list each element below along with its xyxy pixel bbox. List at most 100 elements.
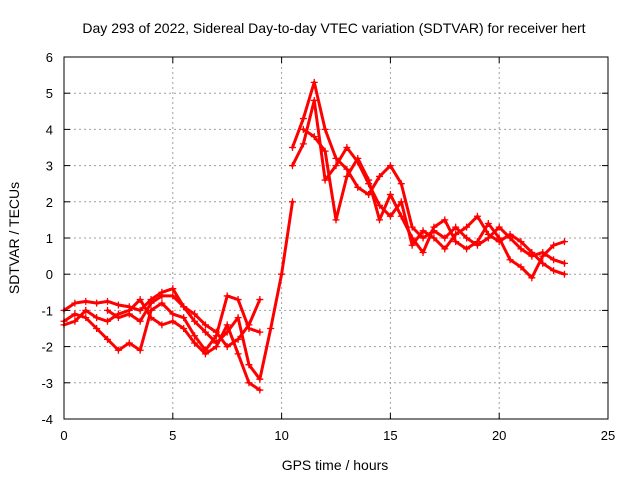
data-point bbox=[234, 350, 242, 358]
data-point bbox=[201, 321, 209, 329]
data-point bbox=[408, 241, 416, 249]
data-point bbox=[267, 325, 275, 332]
data-point bbox=[223, 292, 231, 300]
data-point bbox=[354, 154, 362, 162]
data-point bbox=[256, 386, 264, 394]
data-point bbox=[365, 191, 373, 199]
data-point bbox=[397, 212, 405, 220]
data-point bbox=[332, 162, 340, 170]
data-point bbox=[495, 234, 503, 242]
data-point bbox=[376, 201, 384, 209]
data-point bbox=[147, 299, 155, 307]
data-point bbox=[104, 317, 112, 325]
y-tick-label: -1 bbox=[41, 303, 53, 318]
data-series-line bbox=[301, 127, 566, 280]
data-point bbox=[321, 125, 329, 133]
data-point bbox=[93, 314, 101, 322]
y-tick-label: 4 bbox=[46, 122, 53, 137]
data-point bbox=[463, 223, 471, 231]
data-point bbox=[495, 223, 503, 231]
data-point bbox=[365, 176, 373, 184]
data-point bbox=[93, 325, 101, 332]
data-point bbox=[560, 270, 568, 278]
data-point bbox=[212, 328, 220, 336]
data-point bbox=[71, 310, 79, 318]
data-point bbox=[560, 238, 568, 246]
data-point bbox=[463, 245, 471, 253]
data-point bbox=[332, 216, 340, 224]
data-point bbox=[528, 274, 536, 282]
axis-layer: 0 5 10 15 20 25 -4 -3 -2 -1 0 1 2 3 4 5 6 bbox=[41, 50, 615, 443]
data-point bbox=[321, 147, 329, 155]
data-point bbox=[517, 263, 525, 271]
data-point bbox=[136, 296, 144, 304]
data-point bbox=[408, 223, 416, 231]
data-point bbox=[201, 350, 209, 358]
data-point bbox=[234, 314, 242, 322]
data-point bbox=[299, 140, 307, 148]
data-point bbox=[299, 115, 307, 123]
data-point bbox=[376, 172, 384, 180]
data-point bbox=[245, 361, 253, 369]
data-point bbox=[256, 375, 264, 383]
data-point bbox=[550, 267, 558, 275]
data-point bbox=[354, 183, 362, 191]
data-point bbox=[550, 241, 558, 249]
data-point bbox=[484, 230, 492, 238]
data-point bbox=[104, 306, 112, 314]
y-tick-label: 0 bbox=[46, 267, 53, 282]
data-point bbox=[430, 234, 438, 242]
data-point bbox=[147, 314, 155, 322]
data-point bbox=[93, 299, 101, 307]
data-point bbox=[386, 191, 394, 199]
data-point bbox=[397, 198, 405, 206]
data-series-line bbox=[290, 98, 566, 276]
data-point bbox=[71, 299, 79, 307]
y-tick-label: 5 bbox=[46, 86, 53, 101]
data-point bbox=[321, 176, 329, 184]
y-tick-label: 1 bbox=[46, 231, 53, 246]
x-tick-label: 0 bbox=[60, 428, 67, 443]
grid-layer bbox=[64, 57, 608, 419]
data-point bbox=[310, 78, 318, 86]
data-point bbox=[288, 144, 296, 151]
x-tick-label: 5 bbox=[169, 428, 176, 443]
chart-title: Day 293 of 2022, Sidereal Day-to-day VTE… bbox=[82, 20, 585, 36]
x-axis-label: GPS time / hours bbox=[282, 457, 389, 473]
data-point bbox=[191, 310, 199, 318]
data-point bbox=[82, 297, 90, 305]
data-point bbox=[419, 234, 427, 242]
data-point bbox=[506, 230, 514, 238]
data-point bbox=[310, 96, 318, 104]
data-point bbox=[191, 317, 199, 325]
data-point bbox=[180, 303, 188, 311]
x-tick-label: 20 bbox=[492, 428, 506, 443]
data-point bbox=[114, 314, 122, 322]
data-point bbox=[201, 328, 209, 336]
data-point bbox=[169, 292, 177, 300]
data-point bbox=[114, 346, 122, 354]
data-point bbox=[125, 310, 133, 318]
data-point bbox=[299, 125, 307, 133]
data-point bbox=[158, 321, 166, 329]
data-point bbox=[430, 223, 438, 231]
data-point bbox=[441, 216, 449, 224]
data-point bbox=[452, 223, 460, 231]
data-point bbox=[528, 248, 536, 256]
data-point bbox=[136, 346, 144, 354]
x-tick-label: 10 bbox=[274, 428, 288, 443]
data-point bbox=[71, 317, 79, 325]
data-point bbox=[191, 339, 199, 347]
data-point bbox=[473, 238, 481, 246]
data-point bbox=[463, 234, 471, 242]
data-point bbox=[256, 296, 264, 304]
y-tick-label: -2 bbox=[41, 340, 53, 355]
data-point bbox=[136, 306, 144, 314]
y-tick-label: -3 bbox=[41, 376, 53, 391]
data-series-line bbox=[62, 200, 294, 381]
data-point bbox=[332, 154, 340, 162]
data-point bbox=[506, 256, 514, 264]
data-point bbox=[245, 379, 253, 387]
data-point bbox=[419, 227, 427, 235]
